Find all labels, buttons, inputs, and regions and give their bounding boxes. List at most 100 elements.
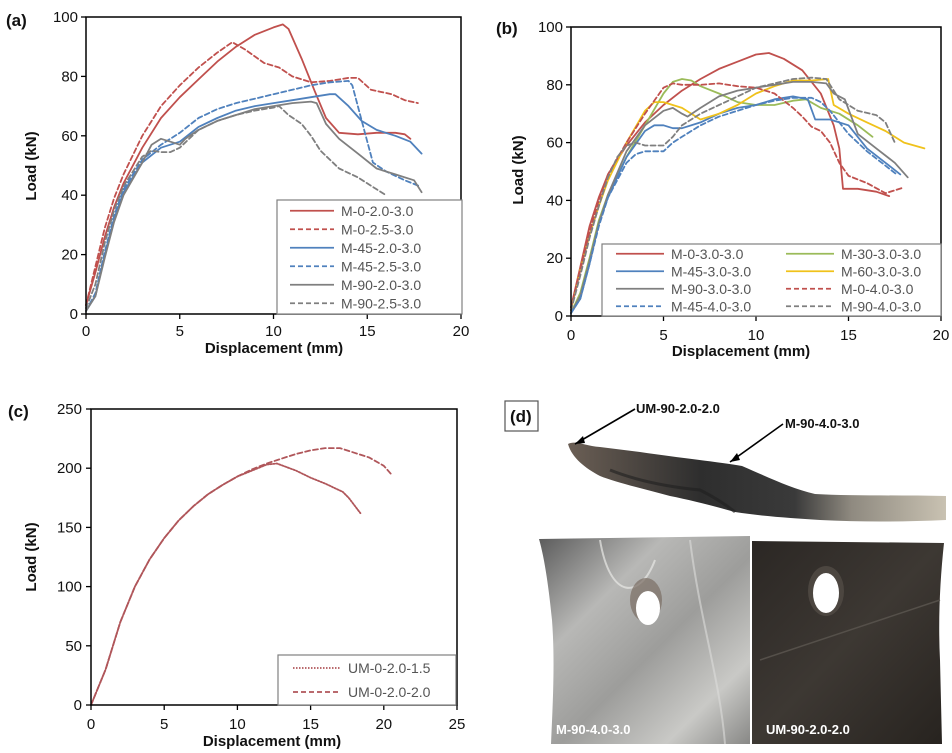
- series-layer-b: [570, 52, 926, 315]
- y-tick-label: 40: [546, 192, 563, 209]
- x-tick-label: 20: [933, 327, 950, 344]
- panel-label-a: (a): [6, 11, 27, 30]
- specimen-fold-shadow: [609, 468, 736, 514]
- hole: [636, 591, 660, 625]
- legend-label: M-90-4.0-3.0: [841, 298, 921, 314]
- y-axis-label-a: Load (kN): [23, 131, 40, 200]
- y-axis-label-b: Load (kN): [510, 135, 527, 204]
- series-line-M-0-4.0-3.0: [570, 82, 905, 309]
- x-tick-label: 15: [302, 716, 319, 733]
- series-line-M-0-2.5-3.0: [85, 41, 419, 307]
- legend-label: M-30-3.0-3.0: [841, 246, 921, 262]
- x-tick-label: 0: [82, 323, 90, 340]
- panel-label-box-d: [504, 400, 539, 432]
- surface-mark: [759, 599, 941, 661]
- x-tick-label: 15: [840, 327, 857, 344]
- legend-label: M-0-3.0-3.0: [671, 246, 744, 262]
- x-tick-label: 20: [375, 716, 392, 733]
- y-tick-label: 20: [61, 247, 78, 264]
- legend-label: M-0-4.0-3.0: [841, 281, 914, 297]
- y-axis-label-c: Load (kN): [23, 522, 40, 591]
- y-tick-label: 0: [74, 697, 82, 714]
- arrowhead-icon: [575, 436, 585, 444]
- callout-label-1: UM-90-2.0-2.0: [636, 401, 720, 416]
- series-line-M-90-3.0-3.0: [570, 81, 909, 315]
- x-tick-label: 5: [176, 323, 184, 340]
- series-line-M-90-2.5-3.0: [85, 105, 387, 310]
- legend-box: [601, 243, 942, 317]
- chart-c: (c) 0 50 100 150 200 250 0 5 10 15 20 25 Displacem…: [8, 401, 465, 750]
- legend-label: M-90-2.0-3.0: [341, 277, 421, 293]
- y-tick-label: 100: [57, 579, 82, 596]
- series-line-M-45-2.5-3.0: [85, 80, 421, 312]
- y-tick-label: 100: [53, 9, 78, 26]
- legend-label: UM-0-2.0-2.0: [348, 684, 431, 700]
- legend-label: M-0-2.5-3.0: [341, 221, 414, 237]
- reflection-streak: [599, 539, 656, 589]
- x-tick-label: 15: [359, 323, 376, 340]
- legend-label: M-0-2.0-3.0: [341, 203, 414, 219]
- plot-frame-c: [90, 408, 458, 706]
- series-line-UM-0-2.0-2.0: [90, 447, 393, 706]
- specimen-photo-panel: (d) UM-90-2.0-2.0 M-90-4.0-3.0 M-90-4.0-…: [504, 400, 946, 745]
- y-tick-label: 100: [538, 19, 563, 36]
- legend-c: UM-0-2.0-1.5 UM-0-2.0-2.0: [277, 654, 457, 706]
- series-line-M-45-2.0-3.0: [85, 93, 423, 312]
- x-ticks-a: 0 5 10 15 20: [82, 314, 469, 340]
- x-ticks-c: 0 5 10 15 20 25: [87, 705, 466, 733]
- x-tick-label: 5: [160, 716, 168, 733]
- legend-b: M-0-3.0-3.0 M-30-3.0-3.0 M-45-3.0-3.0 M-60-…: [601, 243, 942, 317]
- legend-label: M-45-4.0-3.0: [671, 298, 751, 314]
- y-tick-label: 20: [546, 250, 563, 267]
- y-tick-label: 80: [61, 68, 78, 85]
- y-tick-label: 60: [61, 128, 78, 145]
- panel-label-d: (d): [510, 407, 532, 426]
- x-axis-label-a: Displacement (mm): [205, 340, 343, 357]
- series-layer-a: [85, 23, 423, 312]
- x-tick-label: 10: [748, 327, 765, 344]
- specimen-dark-photo: [752, 541, 944, 744]
- series-line-M-0-2.0-3.0: [85, 23, 412, 307]
- legend-box: [276, 199, 463, 315]
- y-ticks-a: 0 20 40 60 80 100: [53, 9, 86, 323]
- legend-label: M-60-3.0-3.0: [841, 263, 921, 279]
- y-tick-label: 60: [546, 135, 563, 152]
- callout-arrow-1: [574, 408, 636, 445]
- x-tick-label: 10: [229, 716, 246, 733]
- photo-label-left: M-90-4.0-3.0: [556, 722, 630, 737]
- legend-box: [277, 654, 457, 706]
- y-ticks-c: 0 50 100 150 200 250: [57, 401, 91, 714]
- series-line-M-45-4.0-3.0: [570, 96, 898, 315]
- arrowhead-icon: [730, 453, 740, 462]
- specimen-silver-photo: [539, 536, 750, 744]
- y-tick-label: 0: [70, 306, 78, 323]
- y-tick-label: 80: [546, 77, 563, 94]
- y-tick-label: 150: [57, 519, 82, 536]
- legend-label: UM-0-2.0-1.5: [348, 660, 431, 676]
- legend-label: M-45-2.5-3.0: [341, 258, 421, 274]
- photo-label-right: UM-90-2.0-2.0: [766, 722, 850, 737]
- panel-label-b: (b): [496, 19, 518, 38]
- x-axis-label-c: Displacement (mm): [203, 733, 341, 750]
- legend-label: M-45-3.0-3.0: [671, 263, 751, 279]
- y-ticks-b: 0 20 40 60 80 100: [538, 19, 571, 325]
- callout-arrow-2: [729, 423, 784, 463]
- y-tick-label: 200: [57, 460, 82, 477]
- x-tick-label: 25: [449, 716, 466, 733]
- legend-label: M-45-2.0-3.0: [341, 240, 421, 256]
- x-tick-label: 0: [567, 327, 575, 344]
- x-tick-label: 0: [87, 716, 95, 733]
- y-tick-label: 0: [555, 308, 563, 325]
- callout-label-2: M-90-4.0-3.0: [785, 416, 859, 431]
- x-tick-label: 5: [659, 327, 667, 344]
- y-tick-label: 50: [65, 638, 82, 655]
- x-ticks-b: 0 5 10 15 20: [567, 316, 950, 344]
- series-layer-c: [90, 447, 393, 706]
- hole: [813, 573, 839, 613]
- y-tick-label: 40: [61, 187, 78, 204]
- y-tick-label: 250: [57, 401, 82, 418]
- legend-a: M-0-2.0-3.0 M-0-2.5-3.0 M-45-2.0-3.0 M-45-2…: [276, 199, 463, 315]
- specimen-side-view: [568, 442, 946, 522]
- legend-label: M-90-3.0-3.0: [671, 281, 751, 297]
